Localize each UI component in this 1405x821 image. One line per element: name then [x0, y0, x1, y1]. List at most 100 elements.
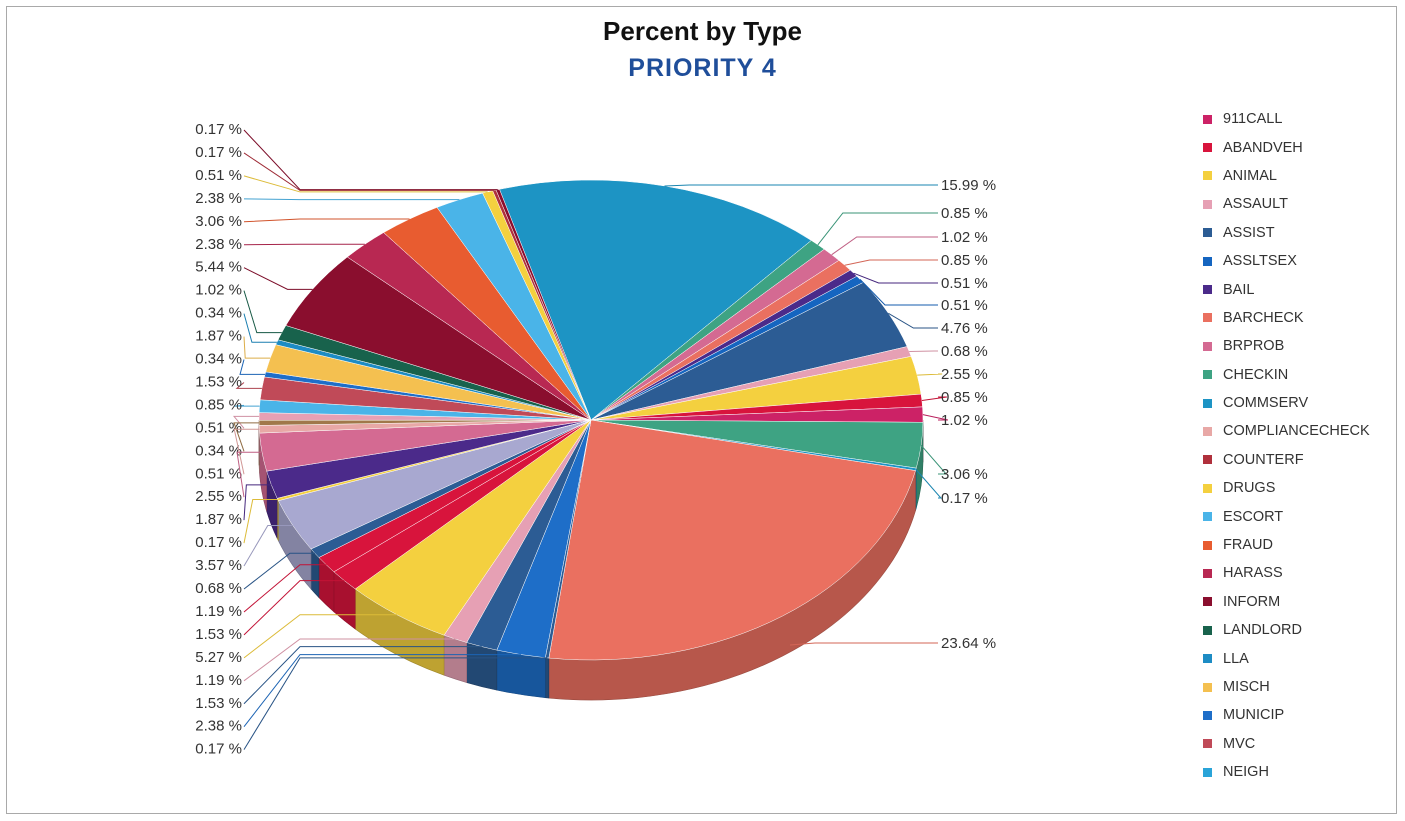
- legend-item: ABANDVEH: [1203, 133, 1403, 161]
- legend-item: BARCHECK: [1203, 304, 1403, 332]
- slice-label: 1.02 %: [195, 282, 242, 299]
- legend-swatch: [1203, 143, 1212, 153]
- legend-label: DRUGS: [1223, 480, 1276, 497]
- legend-item: FRAUD: [1203, 531, 1403, 559]
- leader-line: [243, 646, 482, 705]
- legend-swatch: [1203, 654, 1212, 664]
- legend-item: ESCORT: [1203, 502, 1403, 530]
- legend-label: MUNICIP: [1223, 707, 1285, 724]
- leader-line: [243, 484, 272, 521]
- slice-label: 15.99 %: [941, 177, 996, 194]
- legend-swatch: [1203, 767, 1212, 777]
- slice-label: 0.17 %: [195, 534, 242, 551]
- legend-label: ASSAULT: [1223, 196, 1289, 213]
- slice-label: 0.51 %: [941, 297, 988, 314]
- slice-label: 0.51 %: [195, 167, 242, 184]
- legend-item: MUNICIP: [1203, 701, 1403, 729]
- leader-line: [243, 499, 278, 544]
- legend-swatch: [1203, 625, 1212, 635]
- slice-label: 23.64 %: [941, 635, 996, 652]
- legend-item: NEIGH: [1203, 758, 1403, 786]
- leader-line: [243, 152, 495, 191]
- legend-swatch: [1203, 455, 1212, 465]
- slice-label: 1.19 %: [195, 603, 242, 620]
- legend-item: BAIL: [1203, 275, 1403, 303]
- slice-label: 4.76 %: [941, 320, 988, 337]
- legend-label: ASSIST: [1223, 224, 1275, 241]
- leader-line: [233, 428, 260, 475]
- legend-label: ESCORT: [1223, 508, 1284, 525]
- leader-line: [243, 218, 410, 223]
- slice-label: 3.06 %: [195, 213, 242, 230]
- legend-label: COMMSERV: [1223, 395, 1309, 412]
- slice-label: 5.27 %: [195, 649, 242, 666]
- leader-line: [243, 336, 271, 359]
- legend-item: COMMSERV: [1203, 389, 1403, 417]
- legend-item: CHECKIN: [1203, 361, 1403, 389]
- legend-item: INFORM: [1203, 588, 1403, 616]
- legend-swatch: [1203, 512, 1212, 522]
- leader-line: [921, 396, 947, 402]
- leader-line: [234, 404, 260, 407]
- legend-swatch: [1203, 483, 1212, 493]
- leader-line: [243, 657, 548, 750]
- leader-line: [243, 290, 282, 334]
- slice-label: 1.19 %: [195, 672, 242, 689]
- legend-swatch: [1203, 228, 1212, 238]
- legend-label: LANDLORD: [1223, 622, 1302, 639]
- leader-line: [844, 259, 938, 266]
- legend-swatch: [1203, 341, 1212, 351]
- slice-label: 0.85 %: [941, 389, 988, 406]
- legend-label: HARASS: [1223, 565, 1283, 582]
- legend-label: COMPLIANCECHECK: [1223, 423, 1370, 440]
- slice-label: 2.38 %: [195, 718, 242, 735]
- leader-line: [243, 552, 315, 590]
- legend-item: ASSLTSEX: [1203, 247, 1403, 275]
- leader-line: [853, 272, 938, 284]
- leader-line: [243, 654, 521, 728]
- leader-line: [920, 444, 948, 475]
- slice-label: 0.51 %: [941, 275, 988, 292]
- leader-line: [243, 175, 488, 193]
- slice-label: 2.55 %: [195, 488, 242, 505]
- slice-label: 5.44 %: [195, 259, 242, 276]
- legend-swatch: [1203, 171, 1212, 181]
- legend-label: FRAUD: [1223, 537, 1273, 554]
- pie-side-group: [258, 419, 924, 701]
- chart-title: Percent by Type: [603, 16, 802, 46]
- label-group: 15.99 % 0.85 % 1.02 % 0.85 % 0.51 % 0.51 % 4.7…: [195, 121, 996, 758]
- legend-label: ANIMAL: [1223, 167, 1277, 184]
- slice-label: 0.17 %: [195, 144, 242, 161]
- slice-label: 0.85 %: [941, 205, 988, 222]
- legend-item: COMPLIANCECHECK: [1203, 417, 1403, 445]
- pie-slice-side: [443, 634, 467, 683]
- slice-label: 3.06 %: [941, 466, 988, 483]
- leader-line: [243, 198, 460, 201]
- legend-label: CHECKIN: [1223, 366, 1289, 383]
- legend-swatch: [1203, 739, 1212, 749]
- legend-swatch: [1203, 313, 1212, 323]
- slice-label: 1.53 %: [195, 695, 242, 712]
- leader-line: [236, 451, 263, 498]
- slice-label: 1.02 %: [941, 412, 988, 429]
- legend: 911CALL ABANDVEH ANIMAL ASSAULT ASSIST ASSLTS…: [1203, 105, 1403, 786]
- legend-swatch: [1203, 682, 1212, 692]
- legend-label: BRPROB: [1223, 338, 1285, 355]
- pie-slice-side: [466, 642, 498, 691]
- legend-swatch: [1203, 568, 1212, 578]
- leader-line: [859, 279, 938, 306]
- slice-label: 0.34 %: [195, 351, 242, 368]
- slice-label: 0.51 %: [195, 419, 242, 436]
- legend-label: COUNTERF: [1223, 451, 1304, 468]
- legend-item: LLA: [1203, 644, 1403, 672]
- slice-label: 1.53 %: [195, 626, 242, 643]
- legend-swatch: [1203, 398, 1212, 408]
- slice-label: 2.38 %: [195, 190, 242, 207]
- slice-label: 0.85 %: [195, 396, 242, 413]
- legend-label: INFORM: [1223, 593, 1281, 610]
- legend-item: MISCH: [1203, 673, 1403, 701]
- legend-item: DRUGS: [1203, 474, 1403, 502]
- leader-line: [233, 422, 260, 452]
- slice-label: 0.17 %: [195, 121, 242, 138]
- legend-item: LANDLORD: [1203, 616, 1403, 644]
